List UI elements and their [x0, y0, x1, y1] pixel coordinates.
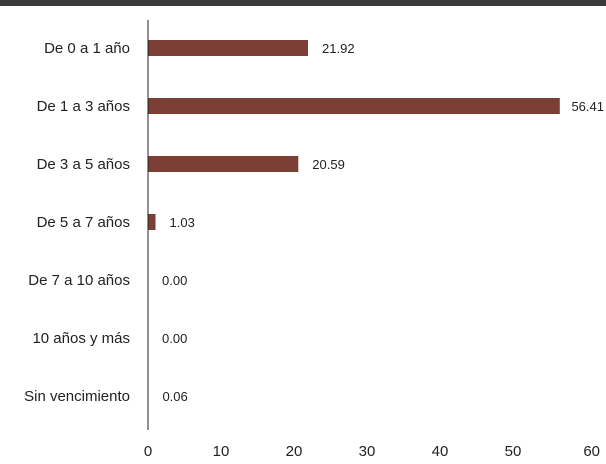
value-label-1: 21.92	[322, 41, 355, 56]
bar-4	[148, 214, 156, 230]
value-label-3: 20.59	[312, 157, 345, 172]
bar-2	[148, 98, 560, 114]
value-label-7: 0.06	[162, 389, 187, 404]
category-label-1: De 0 a 1 año	[44, 40, 130, 57]
x-tick-label-60: 60	[583, 443, 600, 460]
value-label-6: 0.00	[162, 331, 187, 346]
bars-group	[148, 40, 560, 404]
top-bar	[0, 0, 606, 6]
value-labels: 21.92 56.41 20.59 1.03 0.00 0.00 0.06	[162, 41, 604, 404]
category-label-7: Sin vencimiento	[24, 388, 130, 405]
x-tick-label-0: 0	[144, 443, 152, 460]
value-label-2: 56.41	[571, 99, 604, 114]
x-tick-label-30: 30	[359, 443, 376, 460]
x-axis-tick-labels: 0 10 20 30 40 50 60	[144, 443, 600, 460]
value-label-5: 0.00	[162, 273, 187, 288]
category-label-3: De 3 a 5 años	[37, 156, 130, 173]
bar-1	[148, 40, 309, 56]
x-tick-label-50: 50	[505, 443, 522, 460]
category-label-4: De 5 a 7 años	[37, 214, 130, 231]
category-label-5: De 7 a 10 años	[28, 272, 130, 289]
bar-3	[148, 156, 299, 172]
category-labels: De 0 a 1 año De 1 a 3 años De 3 a 5 años De…	[24, 40, 130, 405]
x-tick-label-40: 40	[432, 443, 449, 460]
category-label-6: 10 años y más	[32, 330, 130, 347]
category-label-2: De 1 a 3 años	[37, 98, 130, 115]
x-tick-label-10: 10	[213, 443, 230, 460]
x-tick-label-20: 20	[286, 443, 303, 460]
value-label-4: 1.03	[170, 215, 195, 230]
